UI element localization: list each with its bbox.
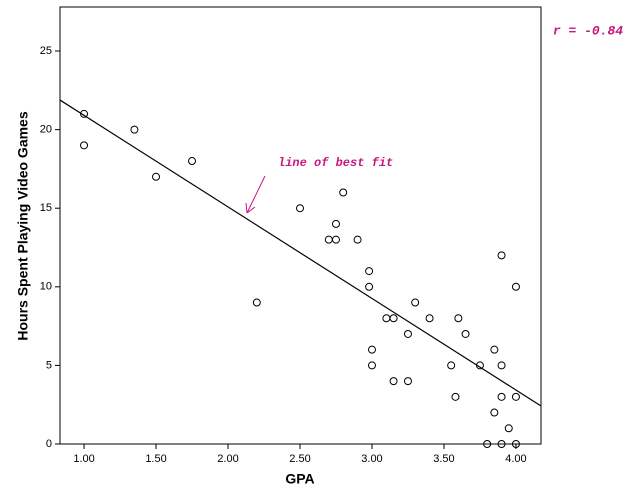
plot-area [59,6,542,445]
data-point [497,440,506,448]
data-point [80,141,89,150]
data-point [252,298,261,307]
data-point [497,251,506,260]
data-point [367,361,376,370]
data-point [511,282,520,291]
data-point [497,361,506,370]
r-annotation: r = -0.84 [553,23,623,38]
x-tick-label: 4.00 [505,453,526,465]
y-tick-label: 0 [46,438,52,450]
data-point [403,329,412,338]
x-tick-label: 2.00 [217,453,238,465]
data-point [497,392,506,401]
fit-annotation: line of best fit [278,156,393,170]
data-point [483,440,492,448]
data-point [152,172,161,181]
data-point [403,377,412,386]
x-tick-label: 2.50 [289,453,310,465]
data-point [130,125,139,134]
data-point [425,314,434,323]
x-axis-label: GPA [285,471,314,487]
data-point [339,188,348,197]
data-point [353,235,362,244]
data-point [475,361,484,370]
data-point [511,440,520,448]
x-tick-label: 3.00 [361,453,382,465]
data-point [504,424,513,433]
fit-line [59,99,542,407]
x-tick-label: 1.50 [145,453,166,465]
y-tick-label: 5 [46,359,52,371]
data-point [331,235,340,244]
y-axis-label: Hours Spent Playing Video Games [15,111,31,340]
data-point [490,408,499,417]
x-tick-label: 1.00 [73,453,94,465]
data-point [295,204,304,213]
data-point [367,345,376,354]
data-point [411,298,420,307]
data-point [454,314,463,323]
y-tick-label: 25 [40,45,52,57]
data-point [365,282,374,291]
data-point [389,314,398,323]
x-tick-label: 3.50 [433,453,454,465]
data-point [365,267,374,276]
y-tick-label: 15 [40,202,52,214]
data-point [331,219,340,228]
data-point [447,361,456,370]
data-point [80,109,89,118]
y-tick-label: 20 [40,124,52,136]
data-point [490,345,499,354]
data-point [188,157,197,166]
y-tick-label: 10 [40,281,52,293]
data-point [451,392,460,401]
data-point [389,377,398,386]
data-point [511,392,520,401]
annotation-arrow [245,175,266,214]
data-point [461,329,470,338]
